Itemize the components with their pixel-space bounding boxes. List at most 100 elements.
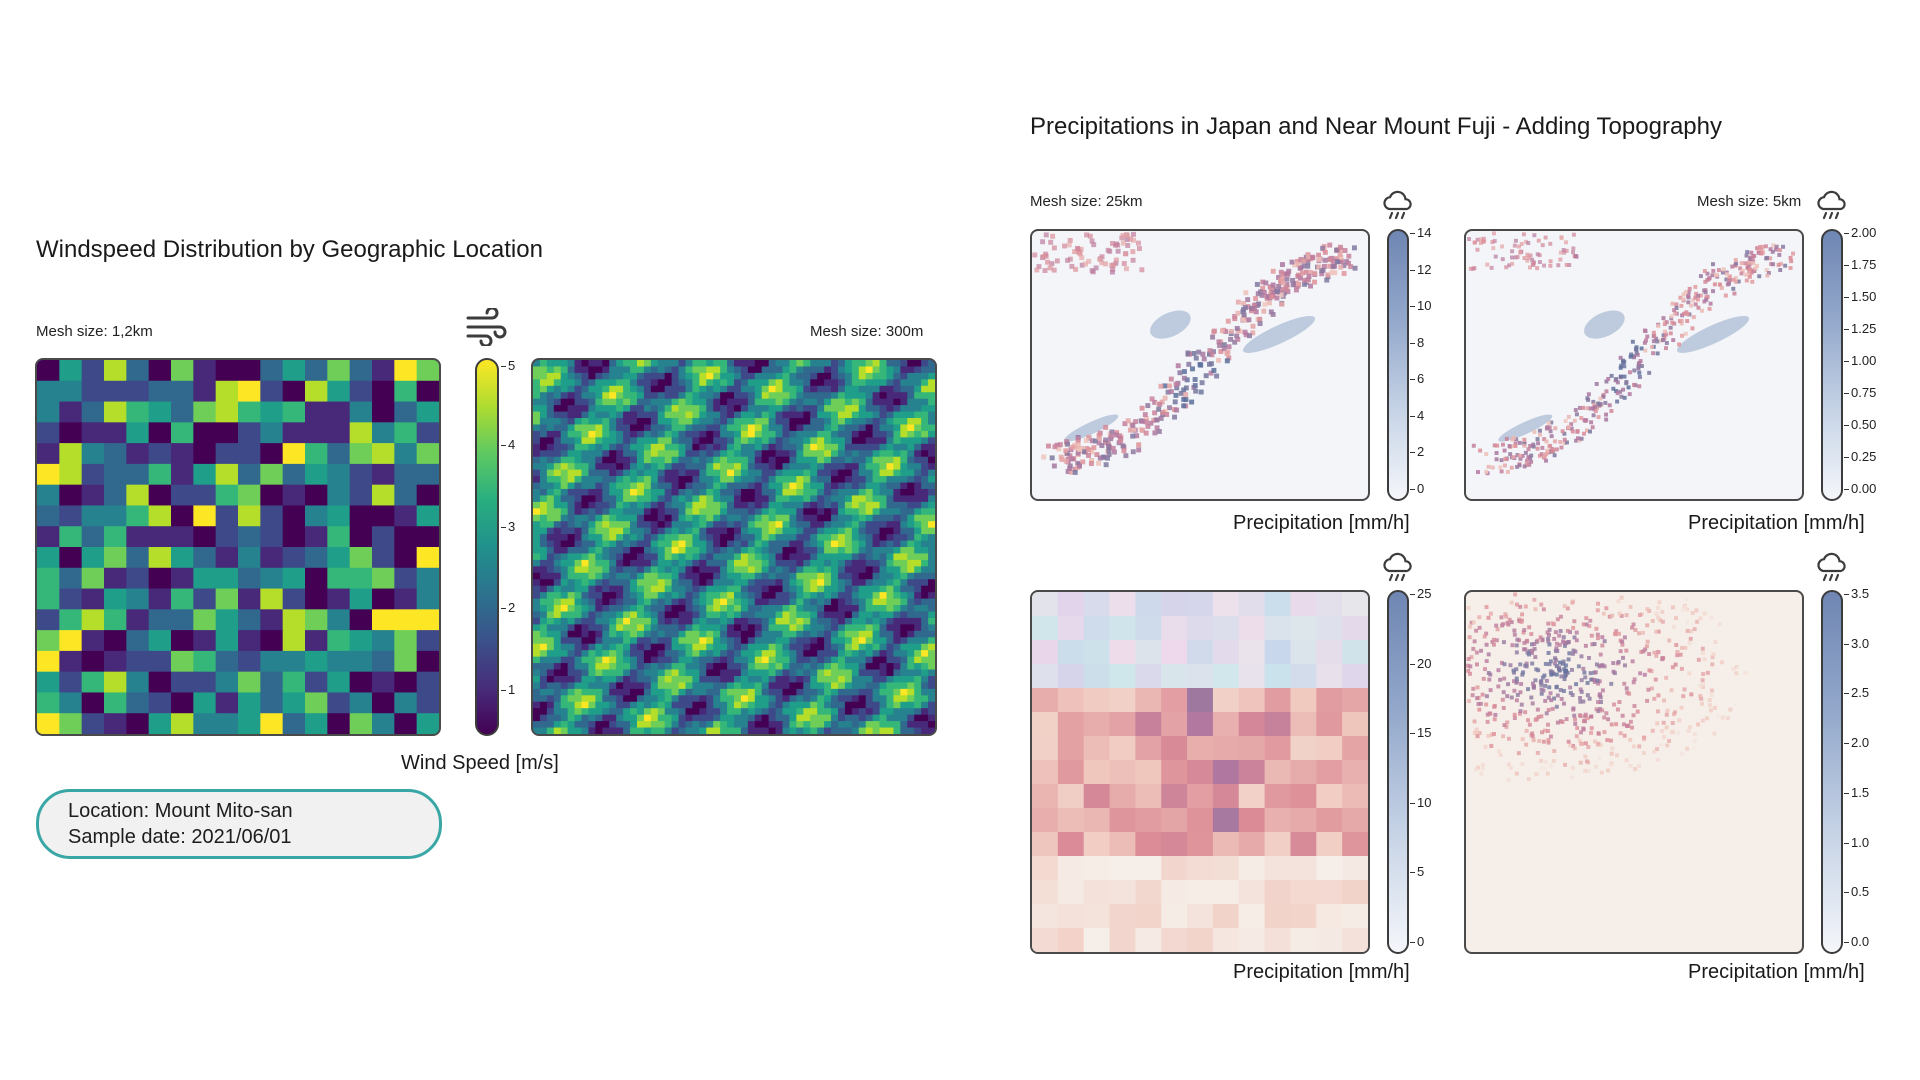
wind-cell xyxy=(574,611,582,619)
wind-cell xyxy=(650,508,659,516)
wind-cell xyxy=(796,669,804,677)
wind-cell xyxy=(636,675,645,683)
wind-cell xyxy=(664,682,673,690)
wind-cell xyxy=(720,682,728,690)
wind-cell xyxy=(616,650,624,658)
wind-cell xyxy=(914,682,922,690)
wind-cell xyxy=(754,482,763,490)
wind-cell xyxy=(727,527,735,535)
wind-cell xyxy=(921,469,929,477)
wind-cell xyxy=(858,437,867,445)
wind-cell xyxy=(865,663,874,670)
precip-cell xyxy=(1528,443,1533,448)
wind-cell xyxy=(238,360,261,382)
wind-cell xyxy=(372,380,395,403)
wind-cell xyxy=(837,437,846,445)
wind-cell xyxy=(588,572,596,580)
wind-cell xyxy=(928,656,935,664)
wind-cell xyxy=(671,637,679,645)
sample-info-box xyxy=(36,789,442,859)
wind-cell xyxy=(609,456,617,464)
wind-cell xyxy=(623,411,631,419)
precip-cell xyxy=(1109,616,1136,641)
wind-cell xyxy=(581,482,589,490)
precip-cell xyxy=(1243,290,1249,296)
wind-cell xyxy=(581,540,589,548)
precip-cell xyxy=(1674,305,1679,310)
wind-cell xyxy=(831,688,839,696)
wind-cell xyxy=(305,484,328,507)
wind-cell xyxy=(824,643,832,651)
wind-cell xyxy=(678,598,686,606)
wind-cell xyxy=(650,650,659,658)
wind-cell xyxy=(851,688,860,696)
wind-cell xyxy=(685,372,693,380)
precip-cell xyxy=(1225,318,1231,324)
wind-cell xyxy=(775,495,783,503)
wind-cell xyxy=(872,669,880,677)
wind-cell xyxy=(699,501,707,509)
wind-cell xyxy=(643,682,652,690)
wind-cell xyxy=(609,637,617,645)
wind-cell xyxy=(858,527,867,535)
wind-cell xyxy=(768,637,776,645)
wind-cell xyxy=(553,643,562,651)
precip-cell xyxy=(1238,640,1266,665)
wind-cell xyxy=(775,592,783,599)
wind-cell xyxy=(581,418,589,425)
precip-cell xyxy=(1327,257,1333,262)
wind-cell xyxy=(643,424,652,432)
wind-cell xyxy=(872,482,880,490)
wind-cell xyxy=(914,385,922,393)
wind-cell xyxy=(761,701,770,709)
wind-cell xyxy=(810,534,818,541)
wind-cell xyxy=(699,669,707,677)
wind-cell xyxy=(789,385,797,393)
wind-cell xyxy=(734,682,742,690)
wind-cell xyxy=(727,547,735,554)
wind-cell xyxy=(921,559,929,567)
wind-cell xyxy=(171,380,194,403)
wind-cell xyxy=(914,392,922,400)
wind-cell xyxy=(595,585,603,593)
wind-cell xyxy=(37,547,60,569)
precip-cell xyxy=(1083,760,1111,785)
wind-cell xyxy=(533,430,541,438)
precip-cell xyxy=(1527,462,1532,467)
wind-cell xyxy=(831,701,839,709)
precip-cell xyxy=(1190,366,1195,372)
wind-cell xyxy=(657,585,666,593)
precip-cell xyxy=(1290,760,1317,785)
wind-cell xyxy=(650,527,659,535)
wind-cell xyxy=(260,567,284,590)
wind-cell xyxy=(734,430,742,438)
wind-cell xyxy=(588,379,596,387)
precip-cell xyxy=(1120,443,1126,449)
precip-cell xyxy=(1609,373,1614,378)
wind-cell xyxy=(921,488,929,496)
wind-cell xyxy=(553,405,562,412)
wind-cell xyxy=(893,630,901,638)
precip-cell xyxy=(1109,880,1136,905)
wind-cell xyxy=(630,592,638,599)
precip-cell xyxy=(1158,415,1164,421)
wind-cell xyxy=(588,675,596,683)
wind-cell xyxy=(907,540,915,548)
precip-cell xyxy=(1335,259,1340,265)
wind-cell xyxy=(623,695,631,703)
wind-cell xyxy=(539,392,548,400)
wind-cell xyxy=(879,727,887,734)
precip-cell xyxy=(1212,640,1240,665)
wind-cell xyxy=(907,611,915,619)
wind-cell xyxy=(372,443,395,465)
wind-cell xyxy=(893,379,901,387)
wind-cell xyxy=(817,379,825,387)
precip-cell xyxy=(1161,928,1188,952)
wind-cell xyxy=(844,508,853,516)
wind-cell xyxy=(171,671,194,694)
wind-cell xyxy=(831,605,839,612)
wind-cell xyxy=(602,637,610,645)
precip-cell xyxy=(1585,406,1590,411)
wind-cell xyxy=(789,566,797,574)
wind-cell xyxy=(238,484,261,507)
